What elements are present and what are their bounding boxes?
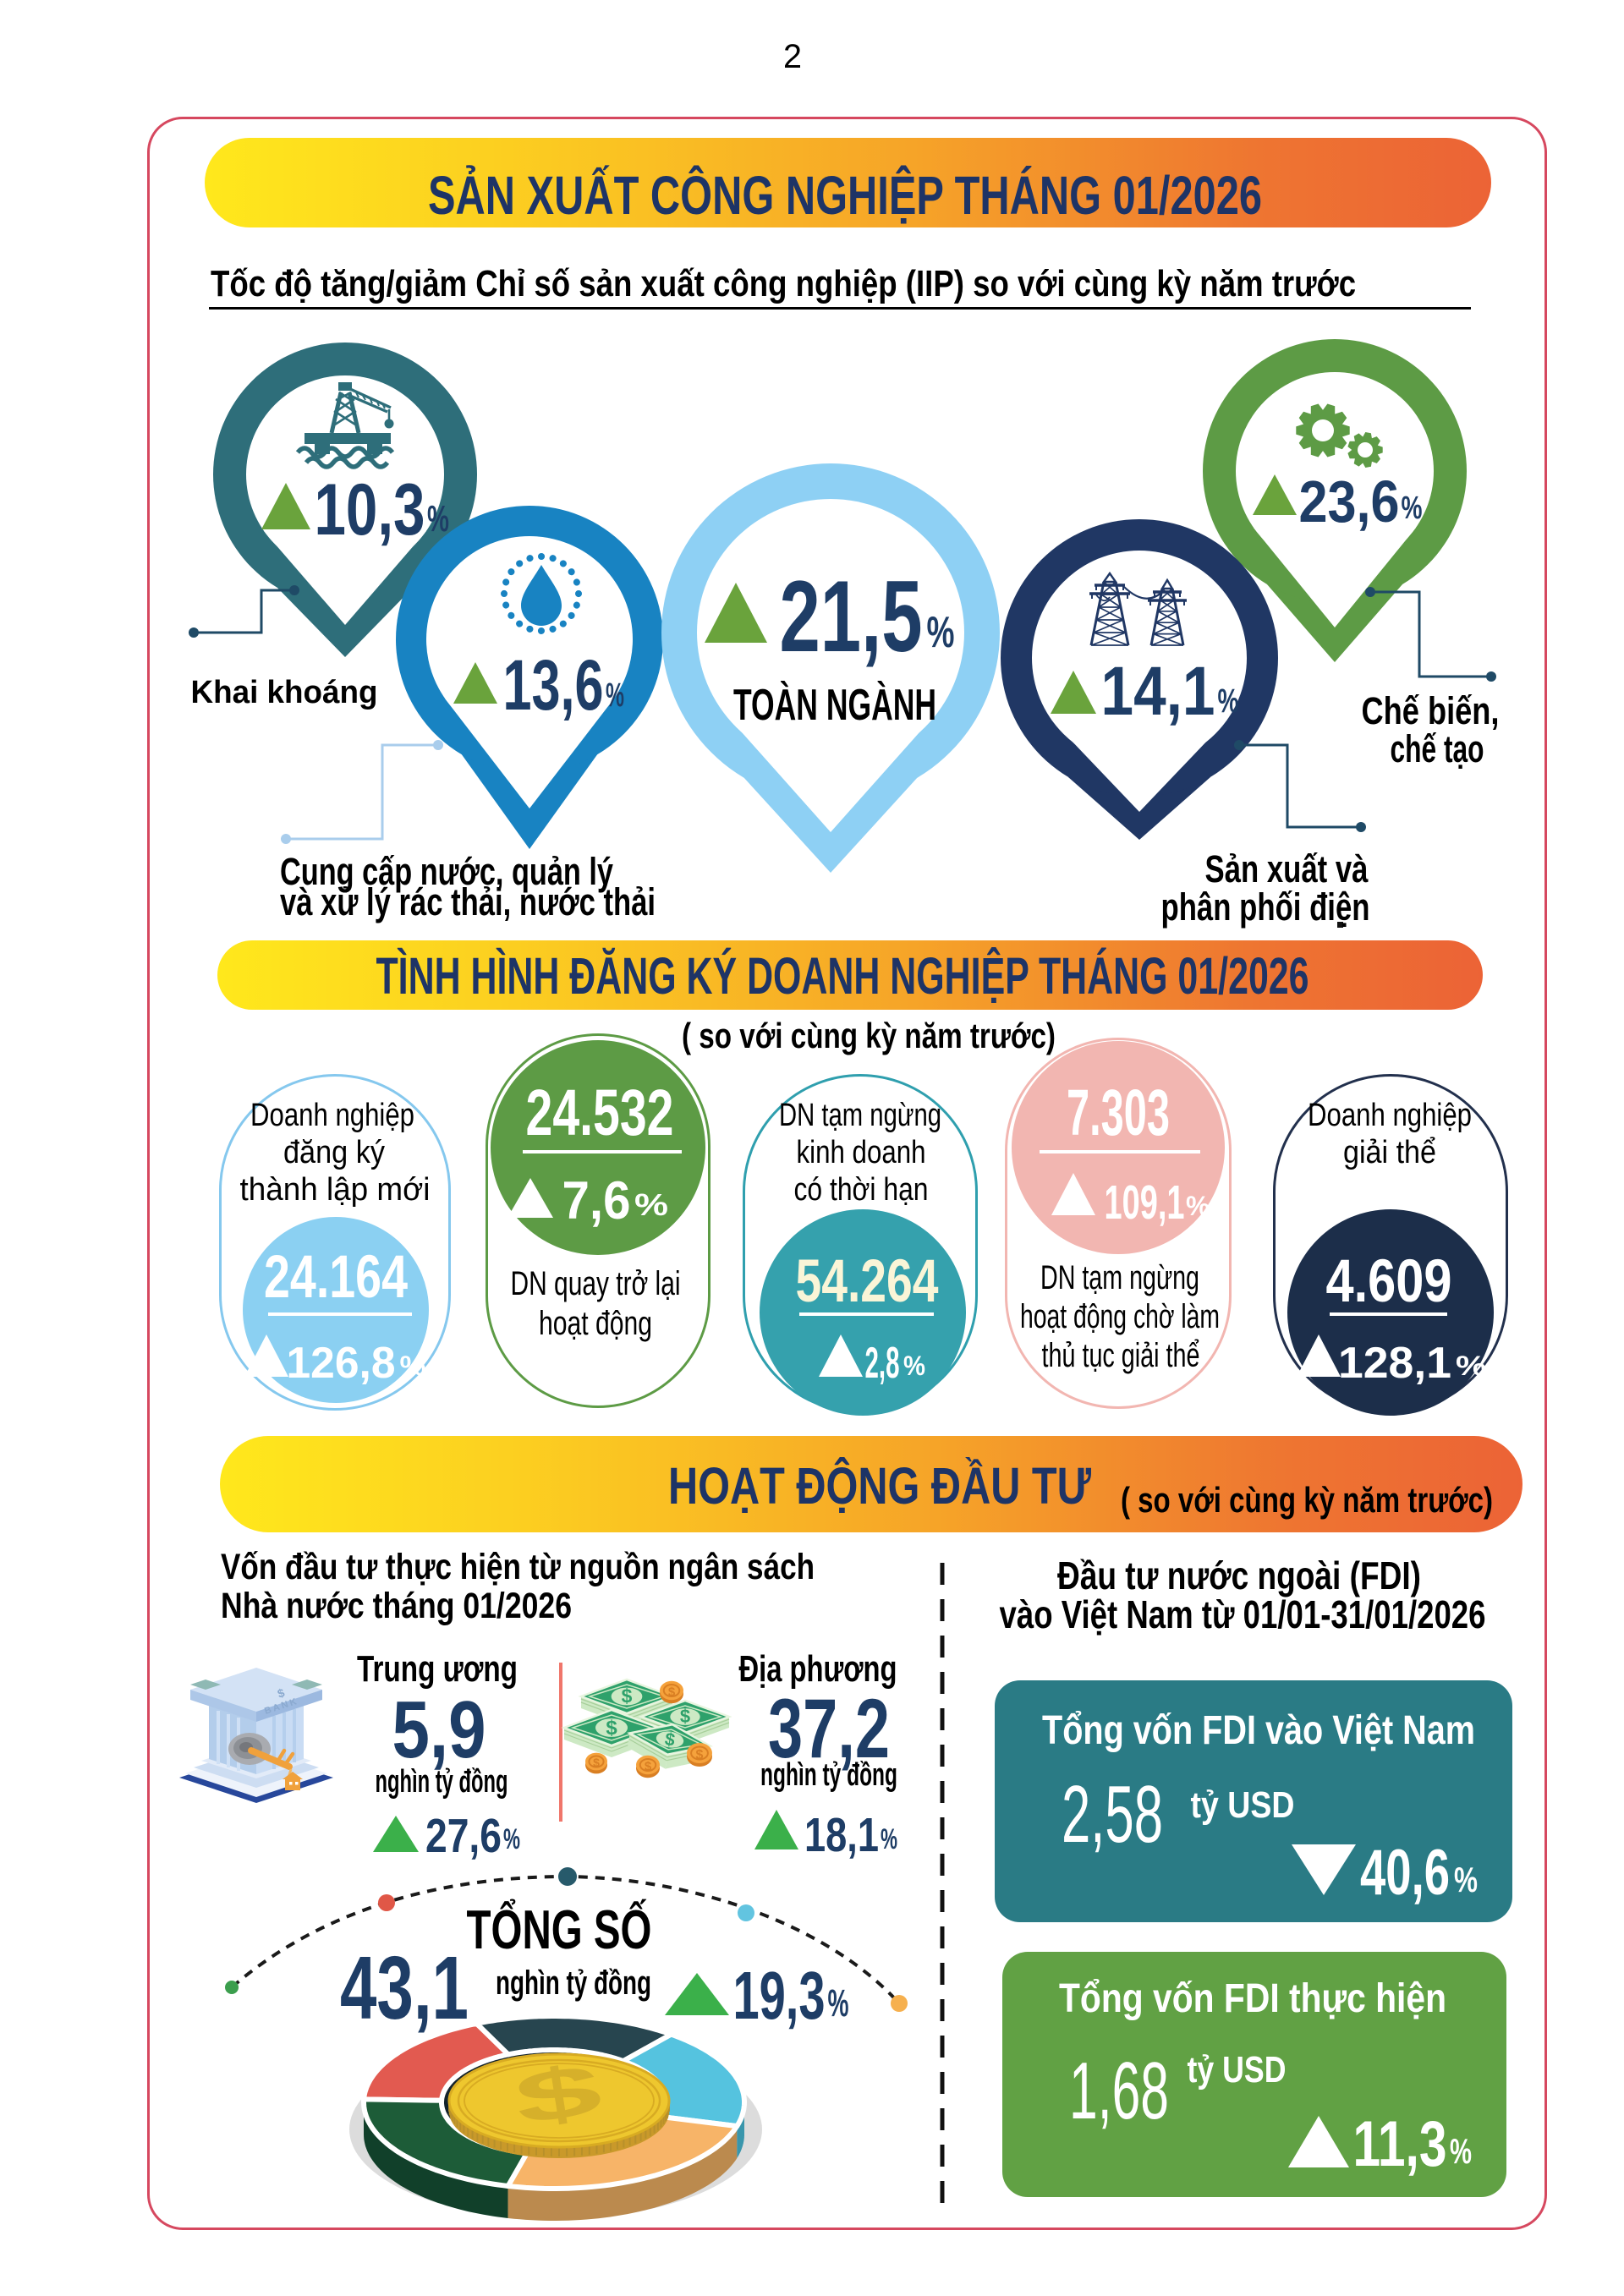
svg-text:$: $ [645,1759,652,1773]
svg-text:$: $ [680,1706,690,1727]
svg-text:$: $ [696,1748,704,1762]
svg-text:$: $ [668,1685,676,1699]
svg-text:$: $ [663,1729,676,1751]
svg-text:$: $ [606,1717,617,1740]
svg-text:$: $ [509,2048,606,2140]
svg-text:$: $ [593,1756,600,1769]
svg-text:$: $ [622,1685,633,1707]
